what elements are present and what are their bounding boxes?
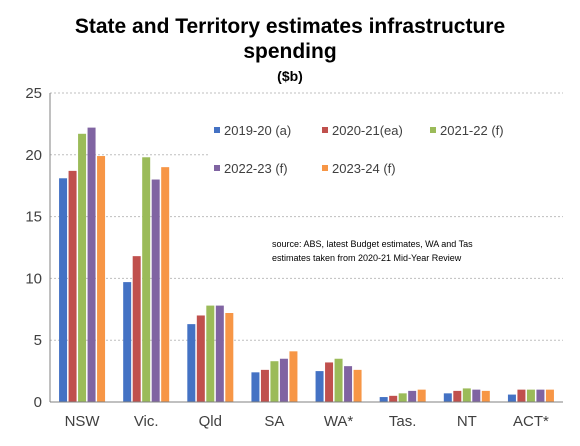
bar: [315, 371, 324, 402]
bar: [225, 313, 234, 402]
legend: 2019-20 (a) 2020-21(ea) 2021-22 (f) 2022-23…: [214, 123, 504, 176]
bar: [270, 361, 279, 402]
bar: [59, 178, 68, 402]
source-note-line1: source: ABS, latest Budget estimates, WA…: [272, 239, 473, 249]
bar: [389, 395, 398, 402]
source-note-background: [262, 234, 510, 272]
bar: [142, 157, 151, 402]
bar: [151, 179, 160, 402]
x-tick-label: Tas.: [389, 413, 417, 430]
bar: [379, 397, 388, 402]
bar: [443, 393, 452, 402]
bar: [462, 388, 471, 402]
bar: [215, 305, 224, 402]
chart-title-line1: State and Territory estimates infrastruc…: [74, 15, 506, 38]
bar: [196, 315, 205, 402]
bar: [417, 389, 426, 402]
x-tick-label: WA*: [324, 413, 354, 430]
bar: [289, 351, 298, 402]
bar: [408, 390, 417, 402]
x-tick-label: SA: [264, 413, 284, 430]
x-tick-labels: NSW Vic. Qld SA WA* Tas. NT ACT*: [65, 413, 549, 430]
legend-background: [208, 123, 564, 187]
y-tick-label: 10: [25, 270, 42, 287]
legend-swatch: [322, 165, 328, 171]
y-tick-label: 0: [34, 394, 42, 411]
bar: [536, 389, 545, 402]
y-tick-label: 20: [25, 147, 42, 164]
legend-label: 2023-24 (f): [332, 161, 396, 176]
bar: [353, 369, 362, 402]
bar: [472, 389, 481, 402]
bar: [68, 170, 77, 402]
bar: [87, 127, 96, 402]
chart-title-line2: spending: [243, 40, 337, 63]
bar: [187, 324, 196, 402]
bar: [97, 156, 106, 402]
x-tick-label: NT: [457, 413, 477, 430]
y-tick-labels: 0 5 10 15 20 25: [25, 85, 42, 411]
legend-swatch: [214, 127, 220, 133]
x-tick-label: ACT*: [513, 413, 549, 430]
bar: [481, 390, 490, 402]
chart-title: State and Territory estimates infrastruc…: [0, 14, 580, 64]
bar: [279, 358, 288, 402]
legend-label: 2019-20 (a): [224, 123, 291, 138]
bar: [344, 366, 353, 402]
legend-label: 2021-22 (f): [440, 123, 504, 138]
bar: [334, 358, 343, 402]
x-tick-label: Vic.: [134, 413, 159, 430]
x-tick-label: NSW: [65, 413, 101, 430]
bar: [517, 389, 526, 402]
bar: [260, 369, 269, 402]
y-tick-label: 5: [34, 332, 42, 349]
bar: [398, 393, 407, 402]
bar: [453, 390, 462, 402]
legend-swatch: [214, 165, 220, 171]
legend-label: 2020-21(ea): [332, 123, 403, 138]
bar: [78, 133, 87, 402]
bar: [251, 372, 260, 402]
bar: [526, 389, 535, 402]
legend-swatch: [430, 127, 436, 133]
bar: [206, 305, 215, 402]
chart-subtitle: ($b): [277, 68, 303, 84]
bar: [123, 282, 132, 402]
legend-label: 2022-23 (f): [224, 161, 288, 176]
bar: [507, 394, 516, 402]
legend-swatch: [322, 127, 328, 133]
bar: [161, 167, 170, 402]
y-tick-label: 15: [25, 209, 42, 226]
bar: [545, 389, 554, 402]
x-tick-label: Qld: [199, 413, 222, 430]
bar: [325, 362, 334, 402]
axes: [49, 93, 563, 403]
y-tick-label: 25: [25, 85, 42, 102]
bar: [132, 256, 141, 402]
source-note-line2: estimates taken from 2020-21 Mid-Year Re…: [272, 253, 462, 263]
bars: [59, 127, 554, 402]
